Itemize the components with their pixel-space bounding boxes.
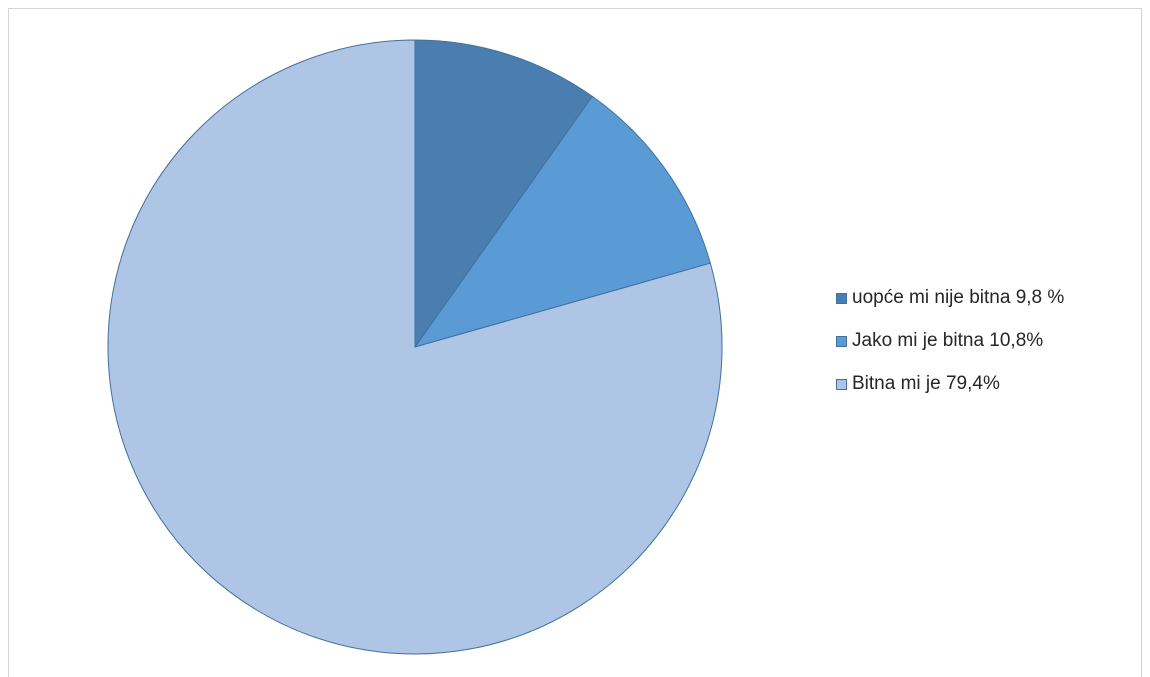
legend-item-jako-mi-je-bitna: Jako mi je bitna 10,8% [836, 330, 1064, 351]
legend-swatch [836, 292, 847, 304]
legend-item-uopce-mi-nije-bitna: uopće mi nije bitna 9,8 % [836, 287, 1065, 308]
legend-label: uopće mi nije bitna 9,8 % [852, 287, 1065, 308]
pie-slice-1 [413, 95, 711, 348]
legend-label: Bitna mi je 79,4% [852, 373, 1000, 394]
legend-swatch [836, 378, 847, 390]
legend-item-bitna-mi-je: Bitna mi je 79,4% [836, 373, 1064, 394]
pie-slice-2 [107, 39, 723, 655]
legend: uopće mi nije bitna 9,8 % Jako mi je bit… [836, 287, 1065, 417]
pie-slice-0 [414, 39, 594, 349]
chart-area [8, 8, 1142, 677]
legend-swatch [836, 335, 847, 347]
pie-slices [107, 39, 723, 655]
legend-label: Jako mi je bitna 10,8% [852, 330, 1044, 351]
